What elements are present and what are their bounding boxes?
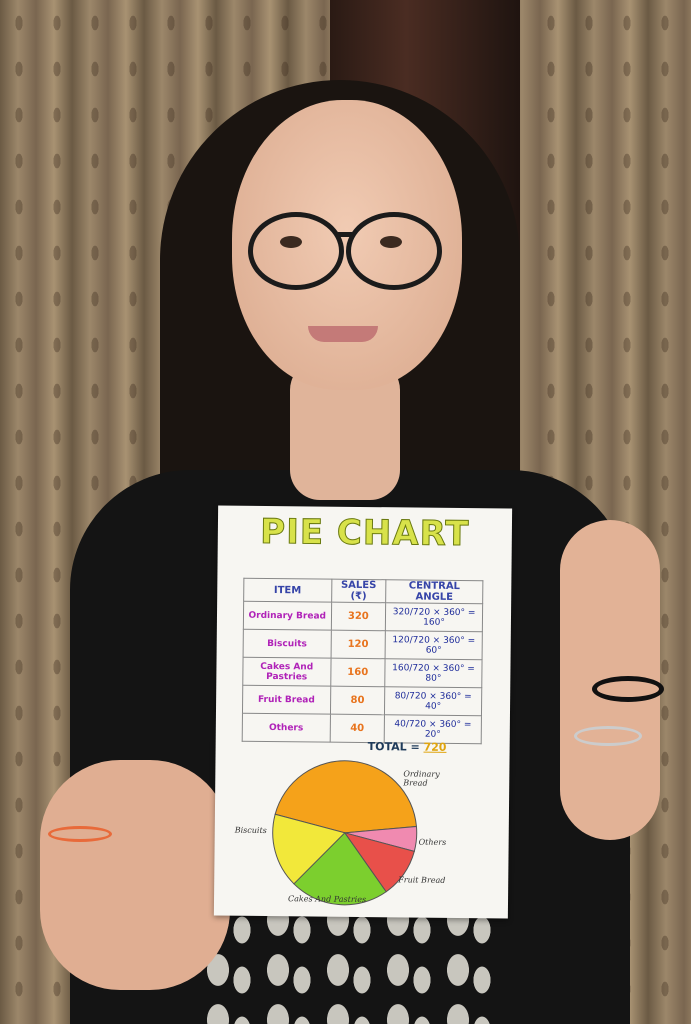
pie-slice-cakes-and-pastries [293, 832, 387, 906]
glasses-left-lens [248, 212, 344, 290]
total-label: TOTAL = [367, 740, 424, 754]
total-value: 720 [423, 740, 447, 754]
total-line: TOTAL = 720 [368, 740, 447, 754]
pie-chart [272, 760, 418, 906]
sales-table: ITEM SALES (₹) CENTRAL ANGLE Ordinary Br… [242, 578, 484, 745]
row-sales: 40 [329, 714, 385, 743]
left-arm [40, 760, 230, 990]
pie-label-others: Others [418, 837, 447, 847]
poster-title: PIE CHART [260, 511, 471, 555]
pie-slice-biscuits [272, 813, 346, 885]
shirt-print [200, 900, 500, 1024]
row-item: Biscuits [243, 629, 331, 659]
row-item: Others [242, 713, 331, 743]
header-sales: SALES (₹) [331, 579, 387, 603]
row-sales: 160 [330, 658, 386, 687]
row-item: Ordinary Bread [243, 601, 332, 631]
glasses-bridge [338, 232, 352, 237]
row-sales: 80 [330, 686, 385, 715]
glasses-right-lens [346, 212, 442, 290]
table-row: Ordinary Bread 320 320/720 × 360° = 160° [243, 601, 483, 632]
table-row: Others 40 40/720 × 360° = 20° [242, 713, 482, 744]
pie-chart-poster: PIE CHART ITEM SALES (₹) CENTRAL ANGLE O… [213, 505, 513, 919]
table-header-row: ITEM SALES (₹) CENTRAL ANGLE [243, 578, 483, 604]
black-bracelet [592, 676, 664, 702]
row-angle: 120/720 × 360° = 60° [385, 630, 483, 660]
smile [308, 326, 378, 342]
red-thread-bracelet [48, 826, 112, 842]
pie-label-fruit-bread: Fruit Bread [398, 875, 446, 885]
table-row: Cakes And Pastries 160 160/720 × 360° = … [242, 657, 483, 688]
table-row: Biscuits 120 120/720 × 360° = 60° [243, 629, 483, 660]
pie-label-cakes-and-pastries: Cakes And Pastries [287, 894, 367, 905]
header-item: ITEM [243, 578, 332, 603]
pie-label-ordinary-bread: Ordinary Bread [403, 769, 440, 788]
row-angle: 160/720 × 360° = 80° [384, 658, 483, 688]
row-item: Fruit Bread [242, 685, 331, 715]
row-item: Cakes And Pastries [242, 657, 331, 687]
row-angle: 320/720 × 360° = 160° [385, 602, 483, 632]
row-sales: 120 [330, 630, 386, 659]
pie-slice-ordinary-bread [274, 760, 417, 834]
table-row: Fruit Bread 80 80/720 × 360° = 40° [242, 685, 482, 716]
silver-bangle [574, 726, 642, 746]
row-angle: 40/720 × 360° = 20° [384, 714, 482, 744]
row-sales: 320 [330, 602, 386, 631]
row-angle: 80/720 × 360° = 40° [384, 686, 482, 716]
header-central-angle: CENTRAL ANGLE [385, 579, 483, 604]
pie-label-biscuits: Biscuits [234, 825, 267, 835]
